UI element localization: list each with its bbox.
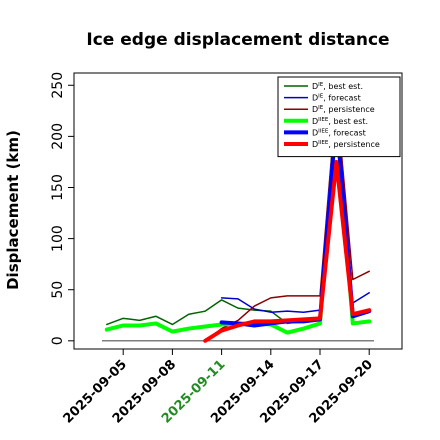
legend-entry: DIE, best est.	[312, 82, 363, 91]
y-tick-label: 50	[50, 281, 66, 299]
plot-area	[102, 96, 374, 343]
legend-entry: DIE, persistence	[312, 105, 375, 114]
y-tick-label: 100	[50, 225, 66, 252]
plot-frame	[73, 72, 403, 350]
legend-entry: DIIEE, forecast	[312, 128, 366, 137]
y-tick-label: 0	[50, 336, 66, 345]
legend-entry: DIIEE, best est.	[312, 117, 368, 126]
x-axis: 2025-09-052025-09-082025-09-112025-09-14…	[61, 349, 376, 427]
legend: DIE, best est. DIE, forecast DIE, persiste…	[277, 76, 401, 158]
y-tick-label: 150	[50, 174, 66, 201]
series-line-5	[203, 159, 372, 343]
y-axis-label: Displacement (km)	[4, 130, 22, 290]
legend-entry: DIIEE, persistence	[312, 140, 380, 149]
y-axis: 0 50 100 150 200 250	[50, 72, 74, 345]
legend-entry: DIE, forecast	[312, 94, 361, 103]
y-tick-label: 250	[50, 72, 66, 99]
chart-title: Ice edge displacement distance	[86, 30, 389, 50]
y-tick-label: 200	[50, 123, 66, 150]
